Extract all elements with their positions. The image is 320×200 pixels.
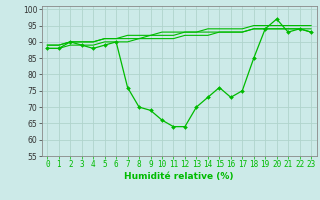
X-axis label: Humidité relative (%): Humidité relative (%) bbox=[124, 172, 234, 181]
